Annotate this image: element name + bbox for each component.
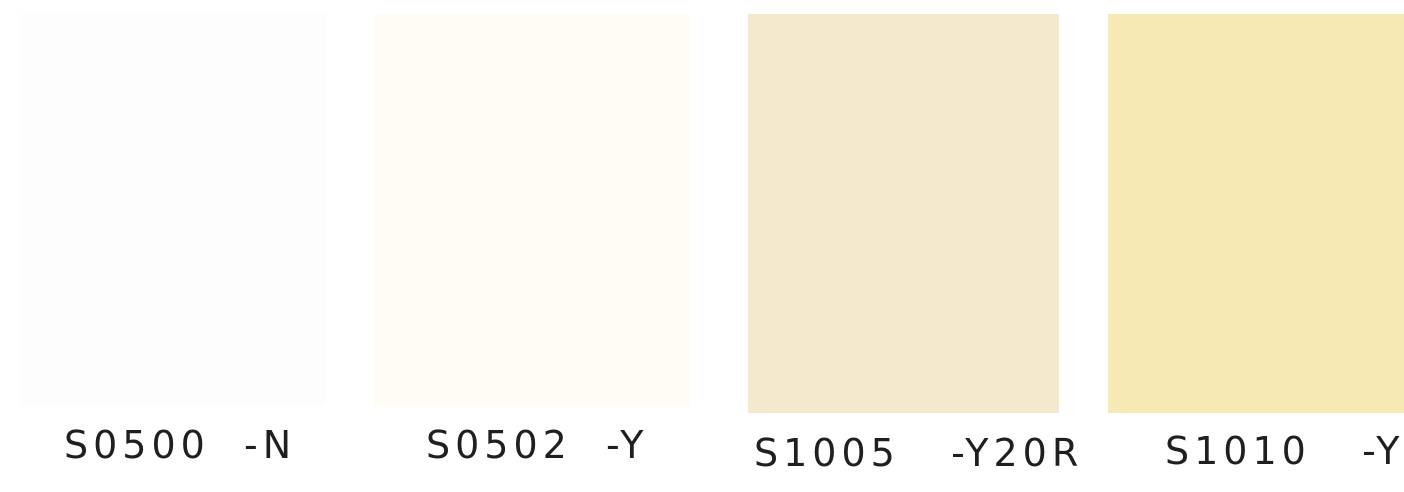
swatch-code-label: S1010 -Y — [1165, 429, 1404, 473]
swatch-code-label: S1005 -Y20R — [754, 431, 1084, 475]
color-swatch — [375, 14, 690, 407]
color-swatch — [1108, 14, 1404, 413]
color-swatch — [748, 14, 1059, 413]
swatch-code-label: S0502 -Y — [426, 423, 649, 467]
color-swatch — [20, 14, 326, 406]
swatch-code-label: S0500 -N — [64, 423, 297, 467]
